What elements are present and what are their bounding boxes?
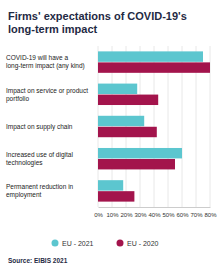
bar xyxy=(98,51,203,61)
bar xyxy=(98,148,182,158)
tick-label: 30% xyxy=(134,212,147,218)
category-label: Increased use of digitaltechnologies xyxy=(6,151,73,167)
grid xyxy=(98,46,210,207)
tick: 80% xyxy=(204,207,217,218)
category-label: Impact on supply chain xyxy=(6,123,73,131)
bars xyxy=(98,51,210,201)
tick-label: 40% xyxy=(148,212,161,218)
bar xyxy=(98,127,157,137)
category-label: Permanent reduction inemployment xyxy=(6,183,74,199)
tick: 30% xyxy=(134,207,147,218)
tick: 60% xyxy=(176,207,189,218)
tick-label: 80% xyxy=(204,212,217,218)
tick: 70% xyxy=(190,207,203,218)
category-labels: COVID-19 will have along-term impact (an… xyxy=(6,54,88,199)
legend: EU - 2021 EU - 2020 xyxy=(52,240,159,247)
legend-item: EU - 2021 xyxy=(52,240,94,247)
tick: 50% xyxy=(162,207,175,218)
bar xyxy=(98,159,175,169)
tick-label: 20% xyxy=(120,212,133,218)
legend-label: EU - 2021 xyxy=(62,240,94,247)
x-axis: 0%10%20%30%40%50%60%70%80% xyxy=(94,207,217,218)
legend-swatch xyxy=(52,240,59,247)
tick: 0% xyxy=(94,207,103,218)
legend-label: EU - 2020 xyxy=(127,240,159,247)
tick-label: 60% xyxy=(176,212,189,218)
bar xyxy=(98,62,210,72)
tick: 40% xyxy=(148,207,161,218)
bar xyxy=(98,84,137,94)
tick-label: 10% xyxy=(106,212,119,218)
bar xyxy=(98,180,123,190)
legend-swatch xyxy=(117,240,124,247)
plot: 0%10%20%30%40%50%60%70%80% xyxy=(94,46,217,218)
bar xyxy=(98,95,158,105)
category-label: Impact on service or productportfolio xyxy=(6,87,88,103)
title: Firms' expectations of COVID-19'slong-te… xyxy=(8,10,187,35)
tick: 10% xyxy=(106,207,119,218)
category-label: COVID-19 will have along-term impact (an… xyxy=(6,54,85,70)
source: Source: EIBIS 2021 xyxy=(8,257,68,264)
bar xyxy=(98,191,134,201)
chart: Firms' expectations of COVID-19'slong-te… xyxy=(0,0,220,271)
tick-label: 70% xyxy=(190,212,203,218)
tick-label: 0% xyxy=(94,212,103,218)
axis-line xyxy=(99,207,211,208)
bar xyxy=(98,116,144,126)
tick: 20% xyxy=(120,207,133,218)
legend-item: EU - 2020 xyxy=(117,240,159,247)
tick-label: 50% xyxy=(162,212,175,218)
